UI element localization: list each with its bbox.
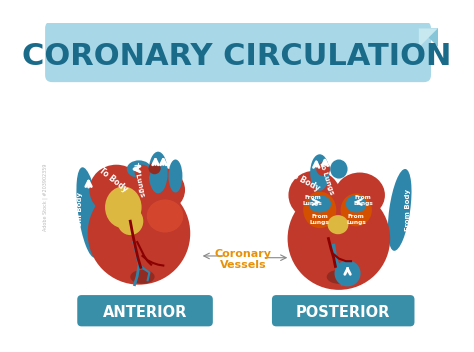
Ellipse shape bbox=[135, 165, 150, 180]
Text: Coronary
Vessels: Coronary Vessels bbox=[215, 249, 272, 270]
FancyBboxPatch shape bbox=[77, 295, 213, 326]
FancyBboxPatch shape bbox=[272, 295, 414, 326]
Ellipse shape bbox=[88, 182, 190, 285]
Text: From Body: From Body bbox=[77, 191, 83, 234]
Text: From
Lungs: From Lungs bbox=[303, 195, 323, 206]
Ellipse shape bbox=[130, 270, 155, 284]
Ellipse shape bbox=[341, 193, 372, 226]
Ellipse shape bbox=[335, 260, 361, 287]
Ellipse shape bbox=[117, 207, 143, 235]
Ellipse shape bbox=[346, 195, 367, 213]
Ellipse shape bbox=[288, 187, 390, 290]
Ellipse shape bbox=[148, 162, 161, 174]
Text: CORONARY CIRCULATION: CORONARY CIRCULATION bbox=[22, 42, 451, 70]
Ellipse shape bbox=[148, 152, 168, 193]
Text: Adobe Stock | #203902359: Adobe Stock | #203902359 bbox=[42, 163, 48, 231]
Ellipse shape bbox=[335, 172, 385, 218]
Text: To Body: To Body bbox=[97, 165, 129, 194]
Ellipse shape bbox=[316, 162, 330, 176]
Ellipse shape bbox=[147, 200, 183, 232]
Ellipse shape bbox=[289, 171, 341, 219]
Ellipse shape bbox=[330, 159, 347, 178]
Text: From
Lungs: From Lungs bbox=[310, 214, 330, 225]
Ellipse shape bbox=[105, 187, 142, 228]
Text: From
Lungs: From Lungs bbox=[346, 214, 366, 225]
Text: From
Lungs: From Lungs bbox=[353, 195, 373, 206]
Ellipse shape bbox=[303, 191, 336, 228]
Ellipse shape bbox=[388, 169, 411, 251]
Ellipse shape bbox=[76, 167, 100, 258]
Ellipse shape bbox=[310, 154, 329, 191]
Ellipse shape bbox=[169, 159, 182, 193]
Ellipse shape bbox=[327, 270, 351, 284]
Text: To Lungs: To Lungs bbox=[132, 162, 146, 197]
Ellipse shape bbox=[135, 167, 185, 213]
Polygon shape bbox=[419, 28, 438, 48]
Text: POSTERIOR: POSTERIOR bbox=[296, 305, 391, 320]
Ellipse shape bbox=[328, 215, 348, 234]
Ellipse shape bbox=[90, 165, 143, 215]
Text: To Lungs: To Lungs bbox=[319, 160, 335, 195]
Ellipse shape bbox=[127, 161, 151, 178]
Polygon shape bbox=[419, 28, 438, 48]
Text: From Body: From Body bbox=[405, 189, 411, 231]
Text: To Body: To Body bbox=[287, 169, 321, 193]
FancyBboxPatch shape bbox=[45, 21, 431, 82]
Ellipse shape bbox=[309, 195, 331, 213]
Text: ANTERIOR: ANTERIOR bbox=[103, 305, 187, 320]
